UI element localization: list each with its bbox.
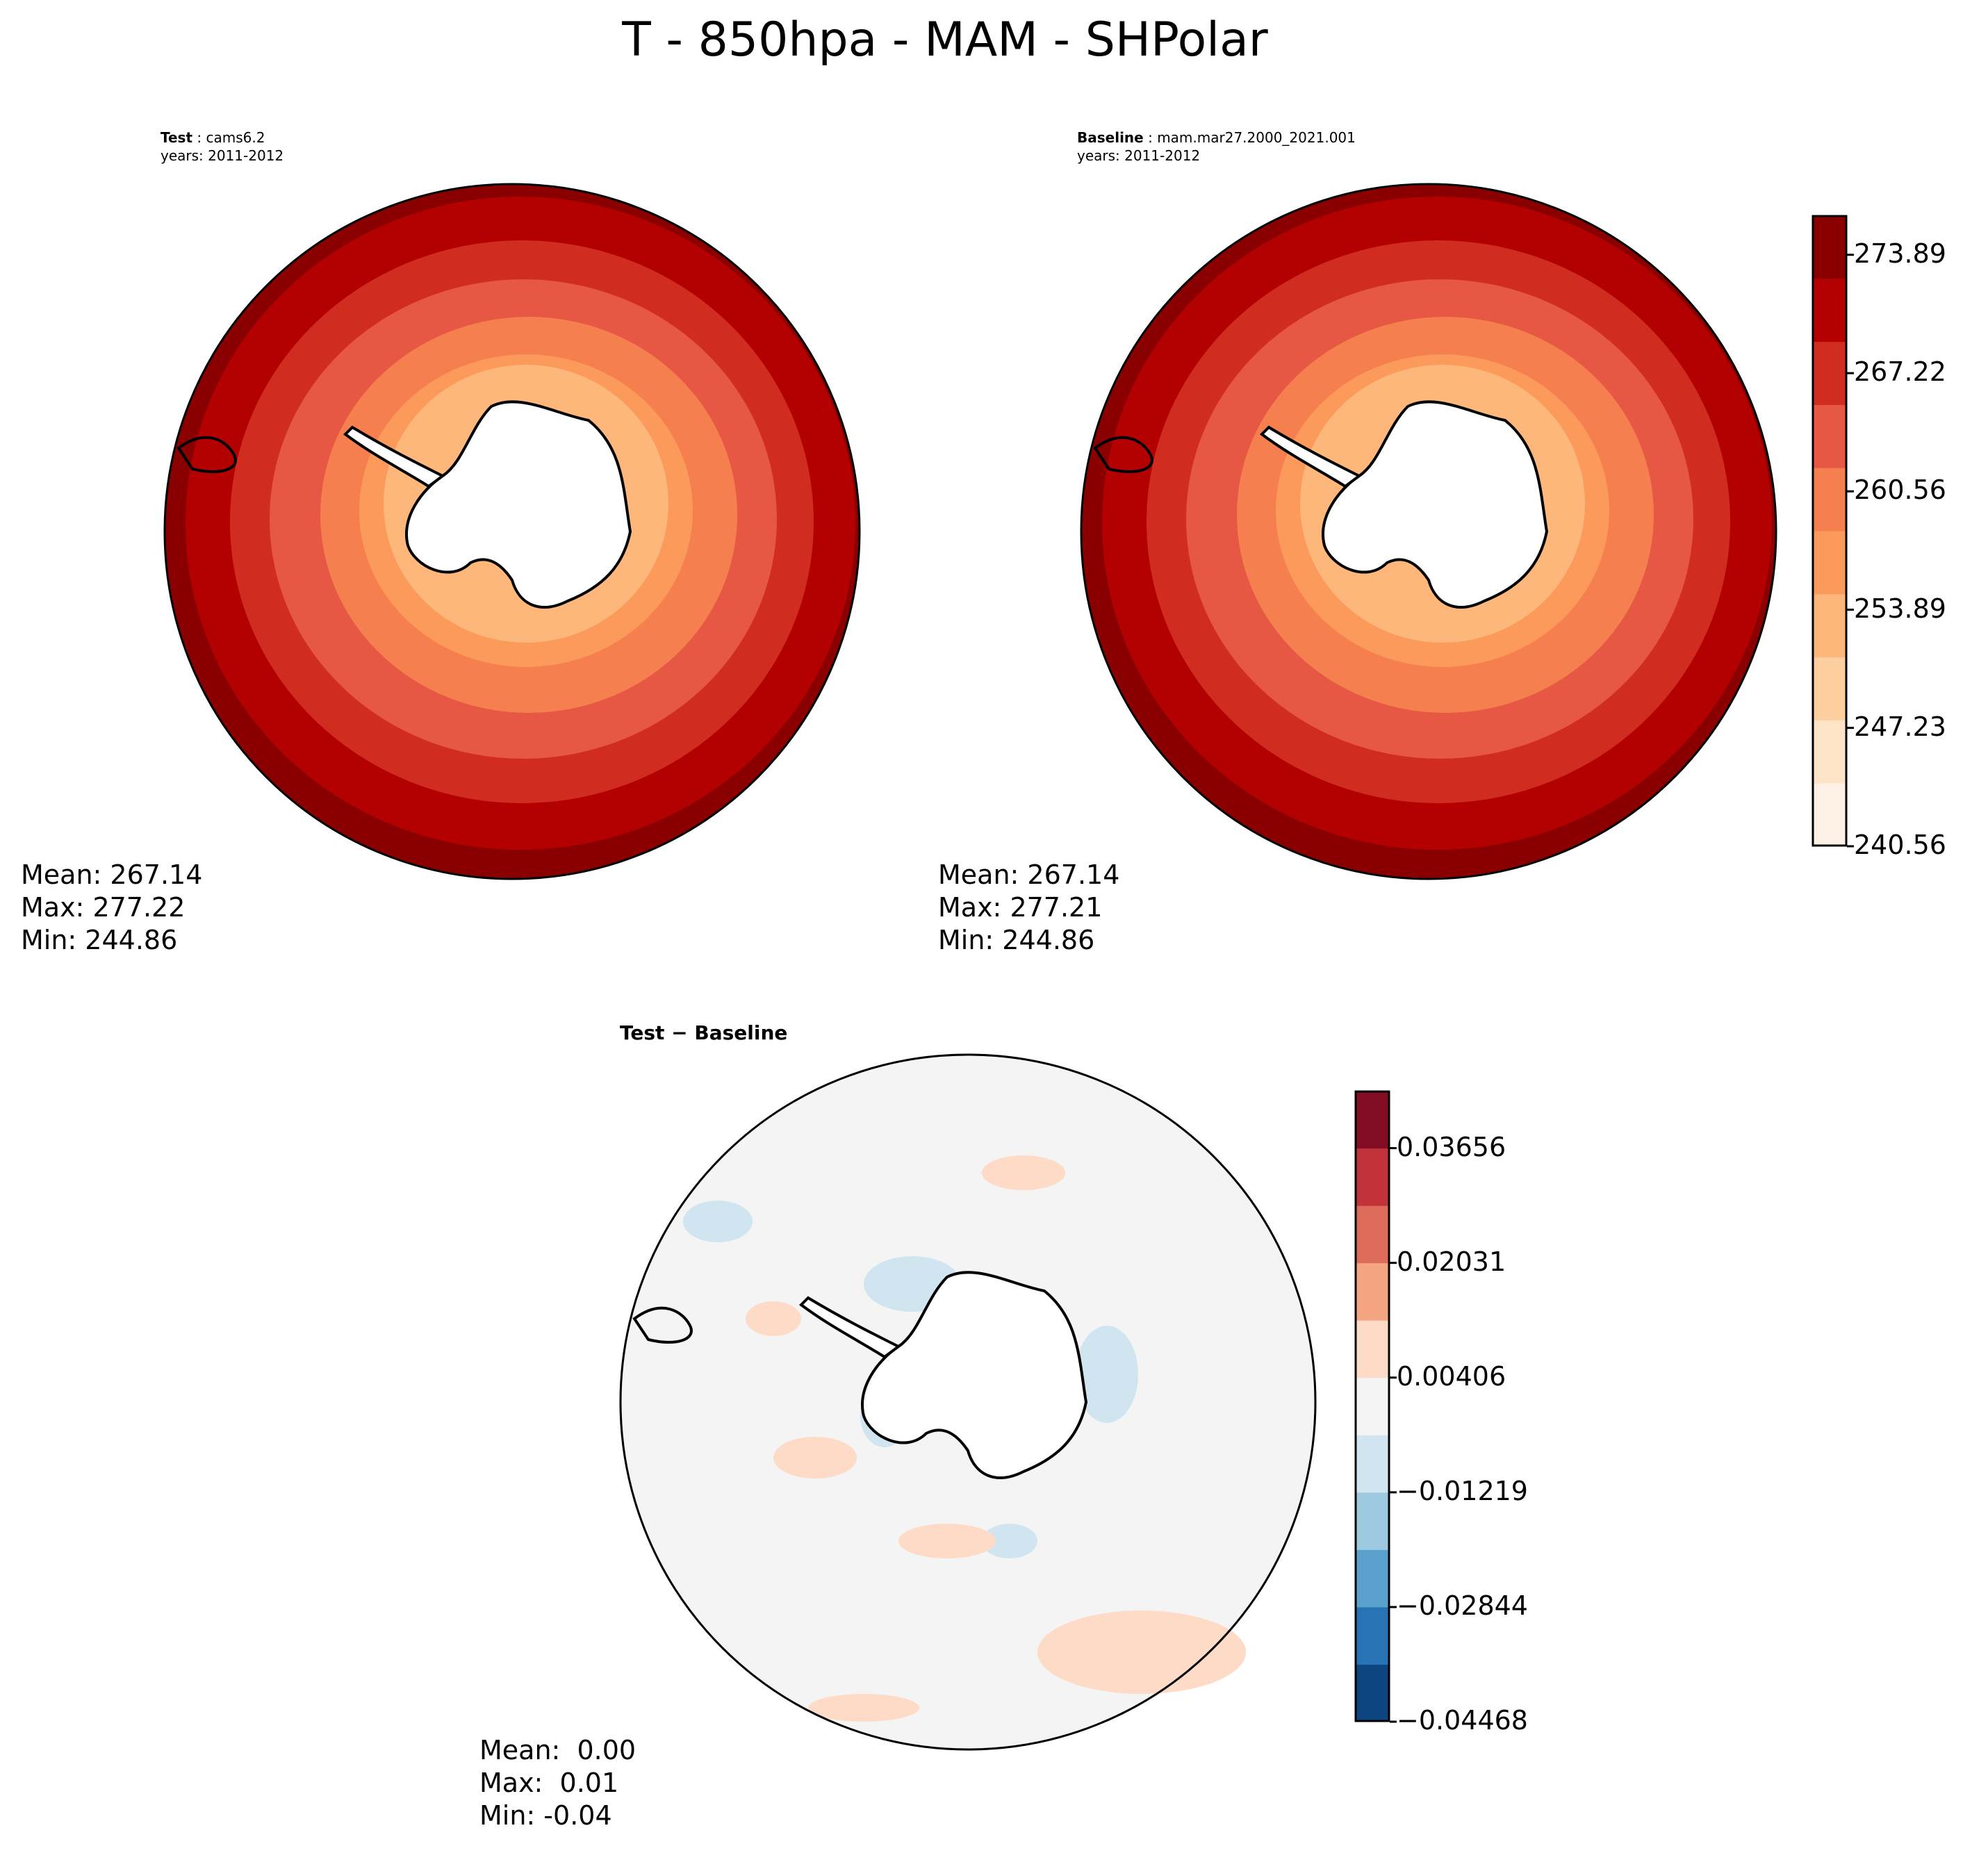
colorbar-tick-label: 240.56 [1854,830,1946,860]
test-min: Min: 244.86 [21,925,178,955]
baseline-min: Min: 244.86 [938,925,1095,955]
colorbar-frame [1354,1090,1390,1722]
baseline-map-boundary [1080,183,1777,880]
colorbar-band [1355,1377,1390,1435]
baseline-case-name: : mam.mar27.2000_2021.001 [1143,129,1356,146]
colorbar-tick-label: −0.04468 [1397,1705,1528,1736]
colorbar-band [1355,1549,1390,1608]
figure-title: T - 850hpa - MAM - SHPolar [622,13,1268,67]
test-years: years: 2011-2012 [161,147,284,164]
diff-blob-pos [746,1301,801,1336]
colorbar-band [1812,468,1847,532]
diff-blob-pos [773,1437,857,1479]
baseline-antarctica [1259,400,1549,609]
colorbar-tick-label: −0.02844 [1397,1590,1528,1621]
diff-colorbar [1354,1090,1397,1723]
baseline-south-america [1093,436,1153,473]
colorbar-band [1355,1492,1390,1550]
colorbar-band [1355,1148,1390,1206]
colorbar-tick-label: 260.56 [1854,475,1946,506]
colorbar-band [1812,278,1847,343]
colorbar-band [1355,1435,1390,1493]
south-america-tip [1093,436,1153,473]
diff-contour-blobs [683,1155,1246,1722]
colorbar-band [1355,1664,1390,1722]
colorbar-band [1812,657,1847,720]
baseline-mean: Mean: 267.14 [938,859,1120,890]
colorbar-tick-label: 273.89 [1854,238,1946,269]
colorbar-band [1812,720,1847,784]
diff-panel-title: Test − Baseline [620,1021,788,1044]
colorbar-band [1355,1091,1390,1149]
diff-stats: Mean: 0.00 Max: 0.01 Min: -0.04 [479,1734,636,1832]
colorbar-band [1355,1205,1390,1264]
diff-blob-pos [1037,1611,1246,1694]
test-max: Max: 277.22 [21,892,186,923]
test-antarctica [343,400,632,609]
colorbar-band [1812,783,1847,847]
south-america-tip [632,1306,693,1344]
colorbar-band [1812,593,1847,658]
colorbar-frame [1812,215,1848,847]
main-colorbar [1812,215,1854,848]
diff-blob-pos [808,1694,919,1722]
south-america-tip [176,436,237,473]
baseline-max: Max: 277.21 [938,892,1103,923]
diff-min: Min: -0.04 [479,1800,612,1831]
colorbar-band [1355,1262,1390,1321]
baseline-panel-title: Baseline : mam.mar27.2000_2021.001 [1077,129,1356,147]
colorbar-band [1812,404,1847,468]
colorbar-band [1812,531,1847,595]
test-mean: Mean: 267.14 [21,859,203,890]
test-panel-title: Test : cams6.2 [161,129,265,147]
diff-blob-neg [1076,1326,1138,1423]
test-south-america [176,436,237,473]
diff-blob-pos [898,1524,996,1558]
colorbar-band [1812,341,1847,405]
colorbar-tick-label: 247.23 [1854,711,1946,742]
colorbar-tick-label: 0.03656 [1397,1131,1506,1162]
test-map-boundary [163,183,861,880]
antarctic-peninsula [798,1296,901,1359]
antarctic-peninsula [343,425,445,488]
diff-antarctica [798,1271,1088,1479]
baseline-label: Baseline [1077,129,1144,146]
diff-map-boundary [619,1053,1317,1751]
antarctica-coastline [405,400,632,609]
test-map [163,183,861,880]
antarctica-coastline [861,1271,1088,1479]
baseline-stats: Mean: 267.14 Max: 277.21 Min: 244.86 [938,859,1119,957]
antarctica-coastline [1322,400,1549,609]
diff-blob-pos [982,1155,1065,1190]
colorbar-band [1812,215,1847,279]
colorbar-tick-label: −0.01219 [1397,1475,1528,1506]
colorbar-tick-label: 267.22 [1854,356,1946,388]
colorbar-tick-label: 0.00406 [1397,1360,1506,1392]
diff-colorbar-ticks: 0.03656 0.02031 0.00406 −0.01219 −0.02844 −0.… [1397,1091,1577,1736]
baseline-map [1080,183,1777,880]
diff-south-america [632,1306,693,1344]
colorbar-band [1355,1320,1390,1378]
diff-blob-neg [982,1524,1037,1558]
colorbar-tick-label: 0.02031 [1397,1246,1506,1277]
baseline-years: years: 2011-2012 [1077,147,1201,164]
diff-map [619,1053,1317,1751]
test-stats: Mean: 267.14 Max: 277.22 Min: 244.86 [21,859,202,957]
antarctic-peninsula [1259,425,1362,488]
test-case-name: : cams6.2 [192,129,265,146]
colorbar-tick-label: 253.89 [1854,593,1946,624]
test-label: Test [161,129,193,146]
diff-mean: Mean: 0.00 [479,1735,636,1765]
diff-blob-neg [683,1201,753,1242]
colorbar-band [1355,1606,1390,1665]
diff-max: Max: 0.01 [479,1768,619,1798]
main-colorbar-ticks: 273.89 267.22 260.56 253.89 247.23 240.56 [1854,215,1979,860]
